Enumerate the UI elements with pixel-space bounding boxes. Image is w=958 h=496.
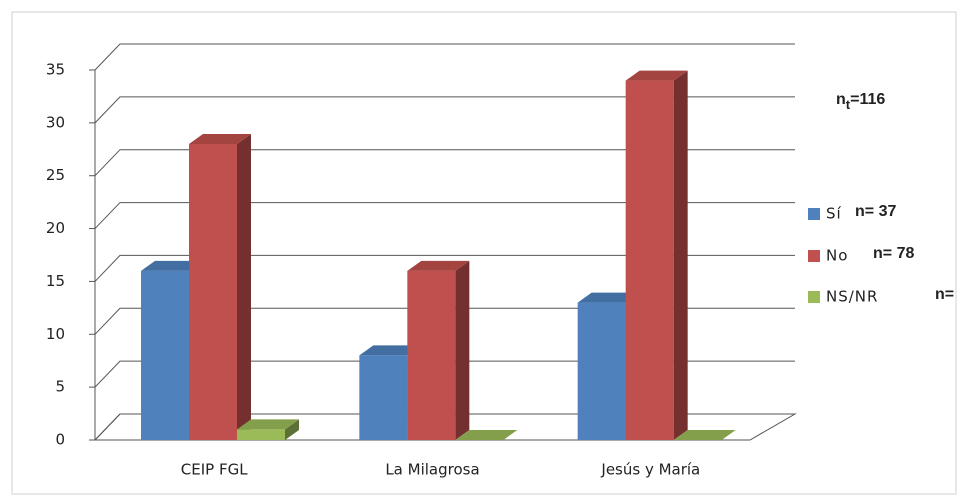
legend-label: No bbox=[826, 247, 848, 265]
annotation-base: n bbox=[836, 91, 846, 108]
bar-top bbox=[577, 292, 640, 303]
bar-front bbox=[625, 80, 674, 441]
bar-front bbox=[237, 429, 285, 440]
bar-top bbox=[407, 260, 470, 271]
grid-line bbox=[94, 149, 795, 177]
annotation-sub: t bbox=[846, 97, 851, 112]
y-tick-label: 35 bbox=[46, 61, 65, 79]
bar-front bbox=[577, 302, 626, 440]
bar-top bbox=[141, 260, 203, 271]
bar-top bbox=[673, 430, 736, 440]
bar-front bbox=[407, 270, 456, 440]
bar-side bbox=[285, 419, 299, 440]
bar bbox=[407, 260, 470, 440]
grid-line bbox=[94, 413, 795, 441]
bar-top bbox=[189, 134, 251, 144]
bar-front bbox=[359, 355, 408, 440]
grid-line bbox=[94, 96, 795, 124]
y-tick-label: 25 bbox=[46, 166, 65, 184]
y-tick-label: 30 bbox=[46, 113, 65, 131]
bar-front bbox=[189, 144, 237, 440]
bar-top bbox=[625, 70, 688, 81]
y-tick-label: 5 bbox=[55, 378, 65, 396]
y-tick-label: 15 bbox=[46, 272, 65, 290]
bar bbox=[673, 430, 736, 440]
bar-top bbox=[359, 345, 422, 356]
legend-swatch bbox=[808, 291, 820, 303]
grid-line bbox=[94, 43, 795, 71]
bar-side bbox=[673, 70, 688, 441]
grid-line bbox=[94, 360, 795, 388]
chart-frame bbox=[11, 11, 957, 495]
bar-side bbox=[237, 134, 251, 440]
legend-count: n= 37 bbox=[855, 203, 896, 220]
bar-top bbox=[237, 419, 299, 430]
bar bbox=[625, 70, 688, 441]
x-tick-label: La Milagrosa bbox=[385, 461, 479, 479]
annotation-rest: =116 bbox=[850, 91, 885, 108]
legend-count: n= 78 bbox=[873, 245, 914, 262]
legend-label: NS/NR bbox=[826, 288, 878, 306]
x-tick-label: CEIP FGL bbox=[181, 461, 248, 479]
y-tick-label: 0 bbox=[55, 431, 65, 449]
bar bbox=[455, 430, 518, 440]
grid-line bbox=[94, 254, 795, 282]
legend-label: Sí bbox=[826, 205, 842, 223]
bar-side bbox=[455, 260, 470, 440]
y-tick-label: 20 bbox=[46, 219, 65, 237]
bar bbox=[189, 134, 251, 440]
legend-swatch bbox=[808, 208, 820, 220]
legend-swatch bbox=[808, 250, 820, 262]
bar-front bbox=[141, 270, 189, 440]
total-annotation: nt=116 bbox=[836, 91, 885, 112]
y-tick-label: 10 bbox=[46, 325, 65, 343]
grid-line bbox=[94, 307, 795, 335]
legend-count: n= 1 bbox=[935, 286, 958, 303]
bar-top bbox=[455, 430, 518, 440]
x-tick-label: Jesús y María bbox=[600, 461, 700, 479]
grid-line bbox=[94, 202, 795, 229]
bar bbox=[237, 419, 299, 440]
